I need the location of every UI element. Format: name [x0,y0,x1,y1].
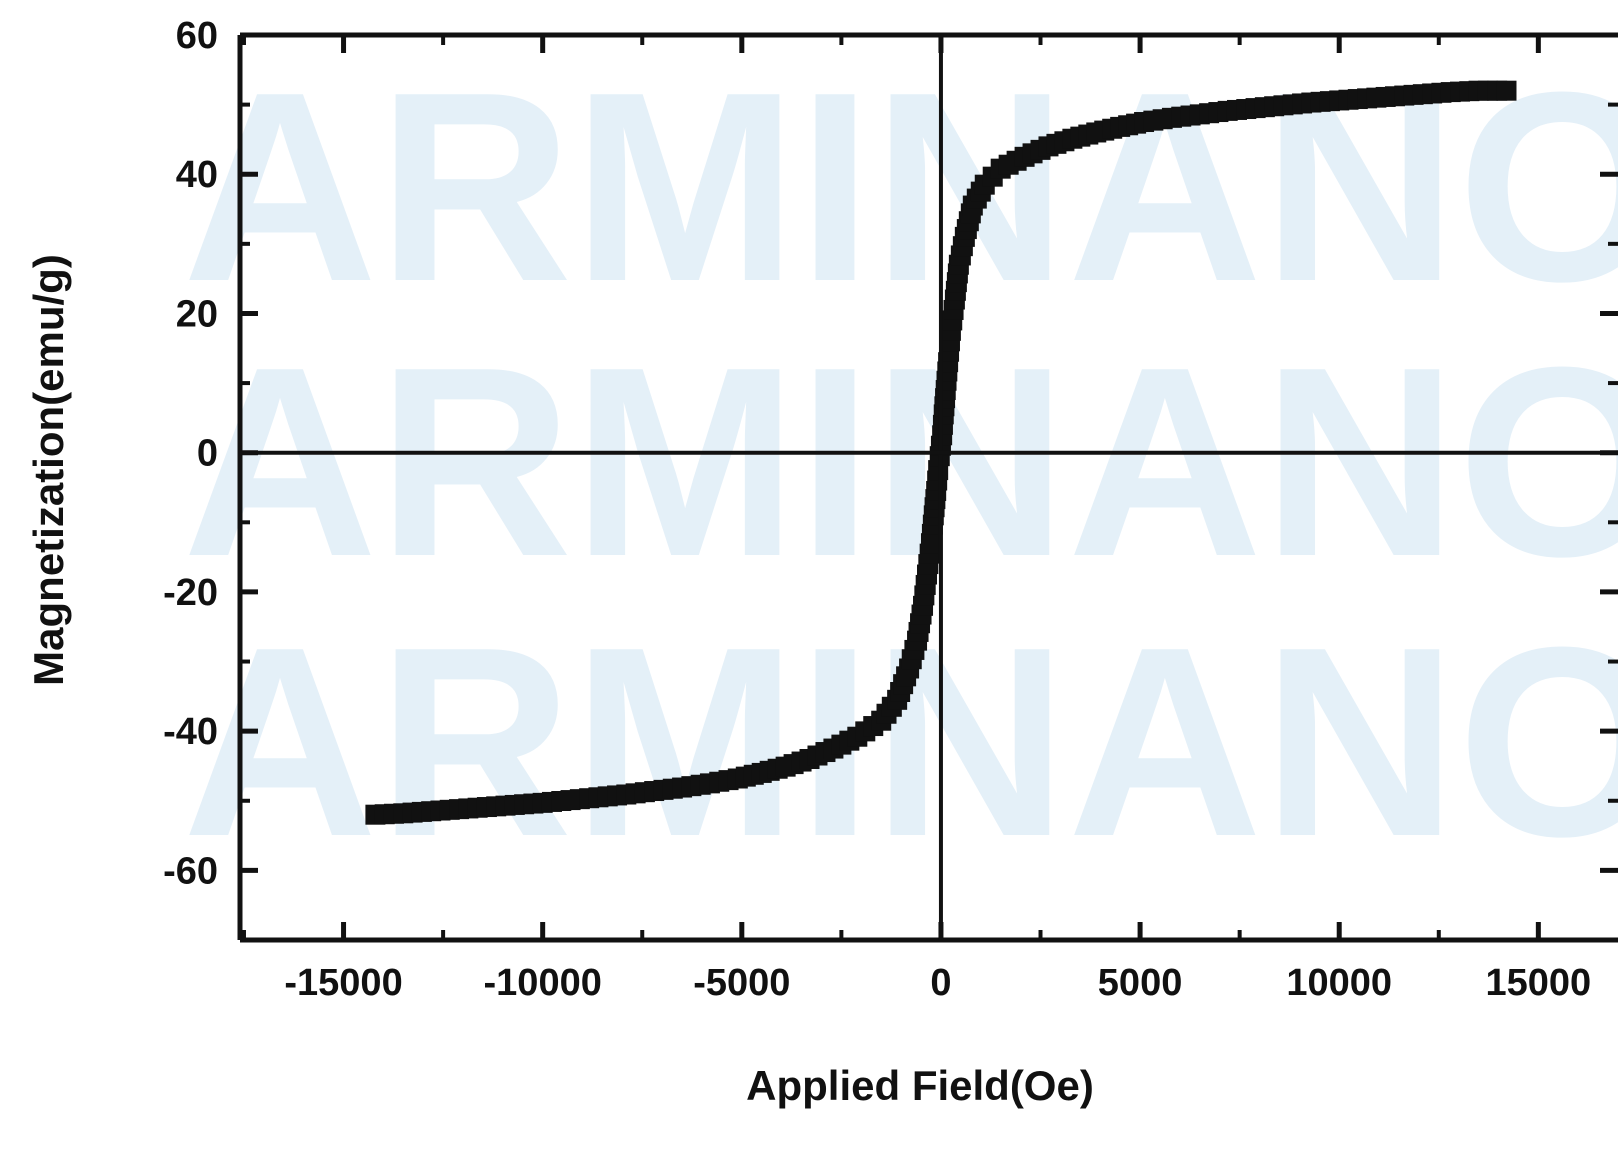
axes: -15000 -10000 -5000 0 5000 10000 15000 -60 -40 -2… [163,15,1618,1004]
x-tick-label: -15000 [284,962,402,1004]
data-point [1496,80,1517,101]
watermark-text-1: ARMINANO [183,37,1618,338]
x-tick-label: 10000 [1286,962,1392,1004]
x-tick-label: 15000 [1486,962,1592,1004]
y-axis-title: Magnetization(emu/g) [25,254,72,686]
y-tick-label: 20 [176,293,218,335]
y-tick-label: -20 [163,572,218,614]
y-tick-label: 0 [197,433,218,475]
watermark-text-3: ARMINANO [183,592,1618,893]
watermark-text-2: ARMINANO [183,312,1618,613]
y-tick-label: 60 [176,15,218,57]
x-tick-label: -10000 [484,962,602,1004]
x-tick-label: 5000 [1098,962,1183,1004]
x-axis-title: Applied Field(Oe) [746,1062,1094,1109]
x-tick-label: 0 [930,962,951,1004]
y-tick-label: -60 [163,850,218,892]
y-tick-label: 40 [176,154,218,196]
y-tick-label: -40 [163,711,218,753]
x-tick-label: -5000 [693,962,790,1004]
